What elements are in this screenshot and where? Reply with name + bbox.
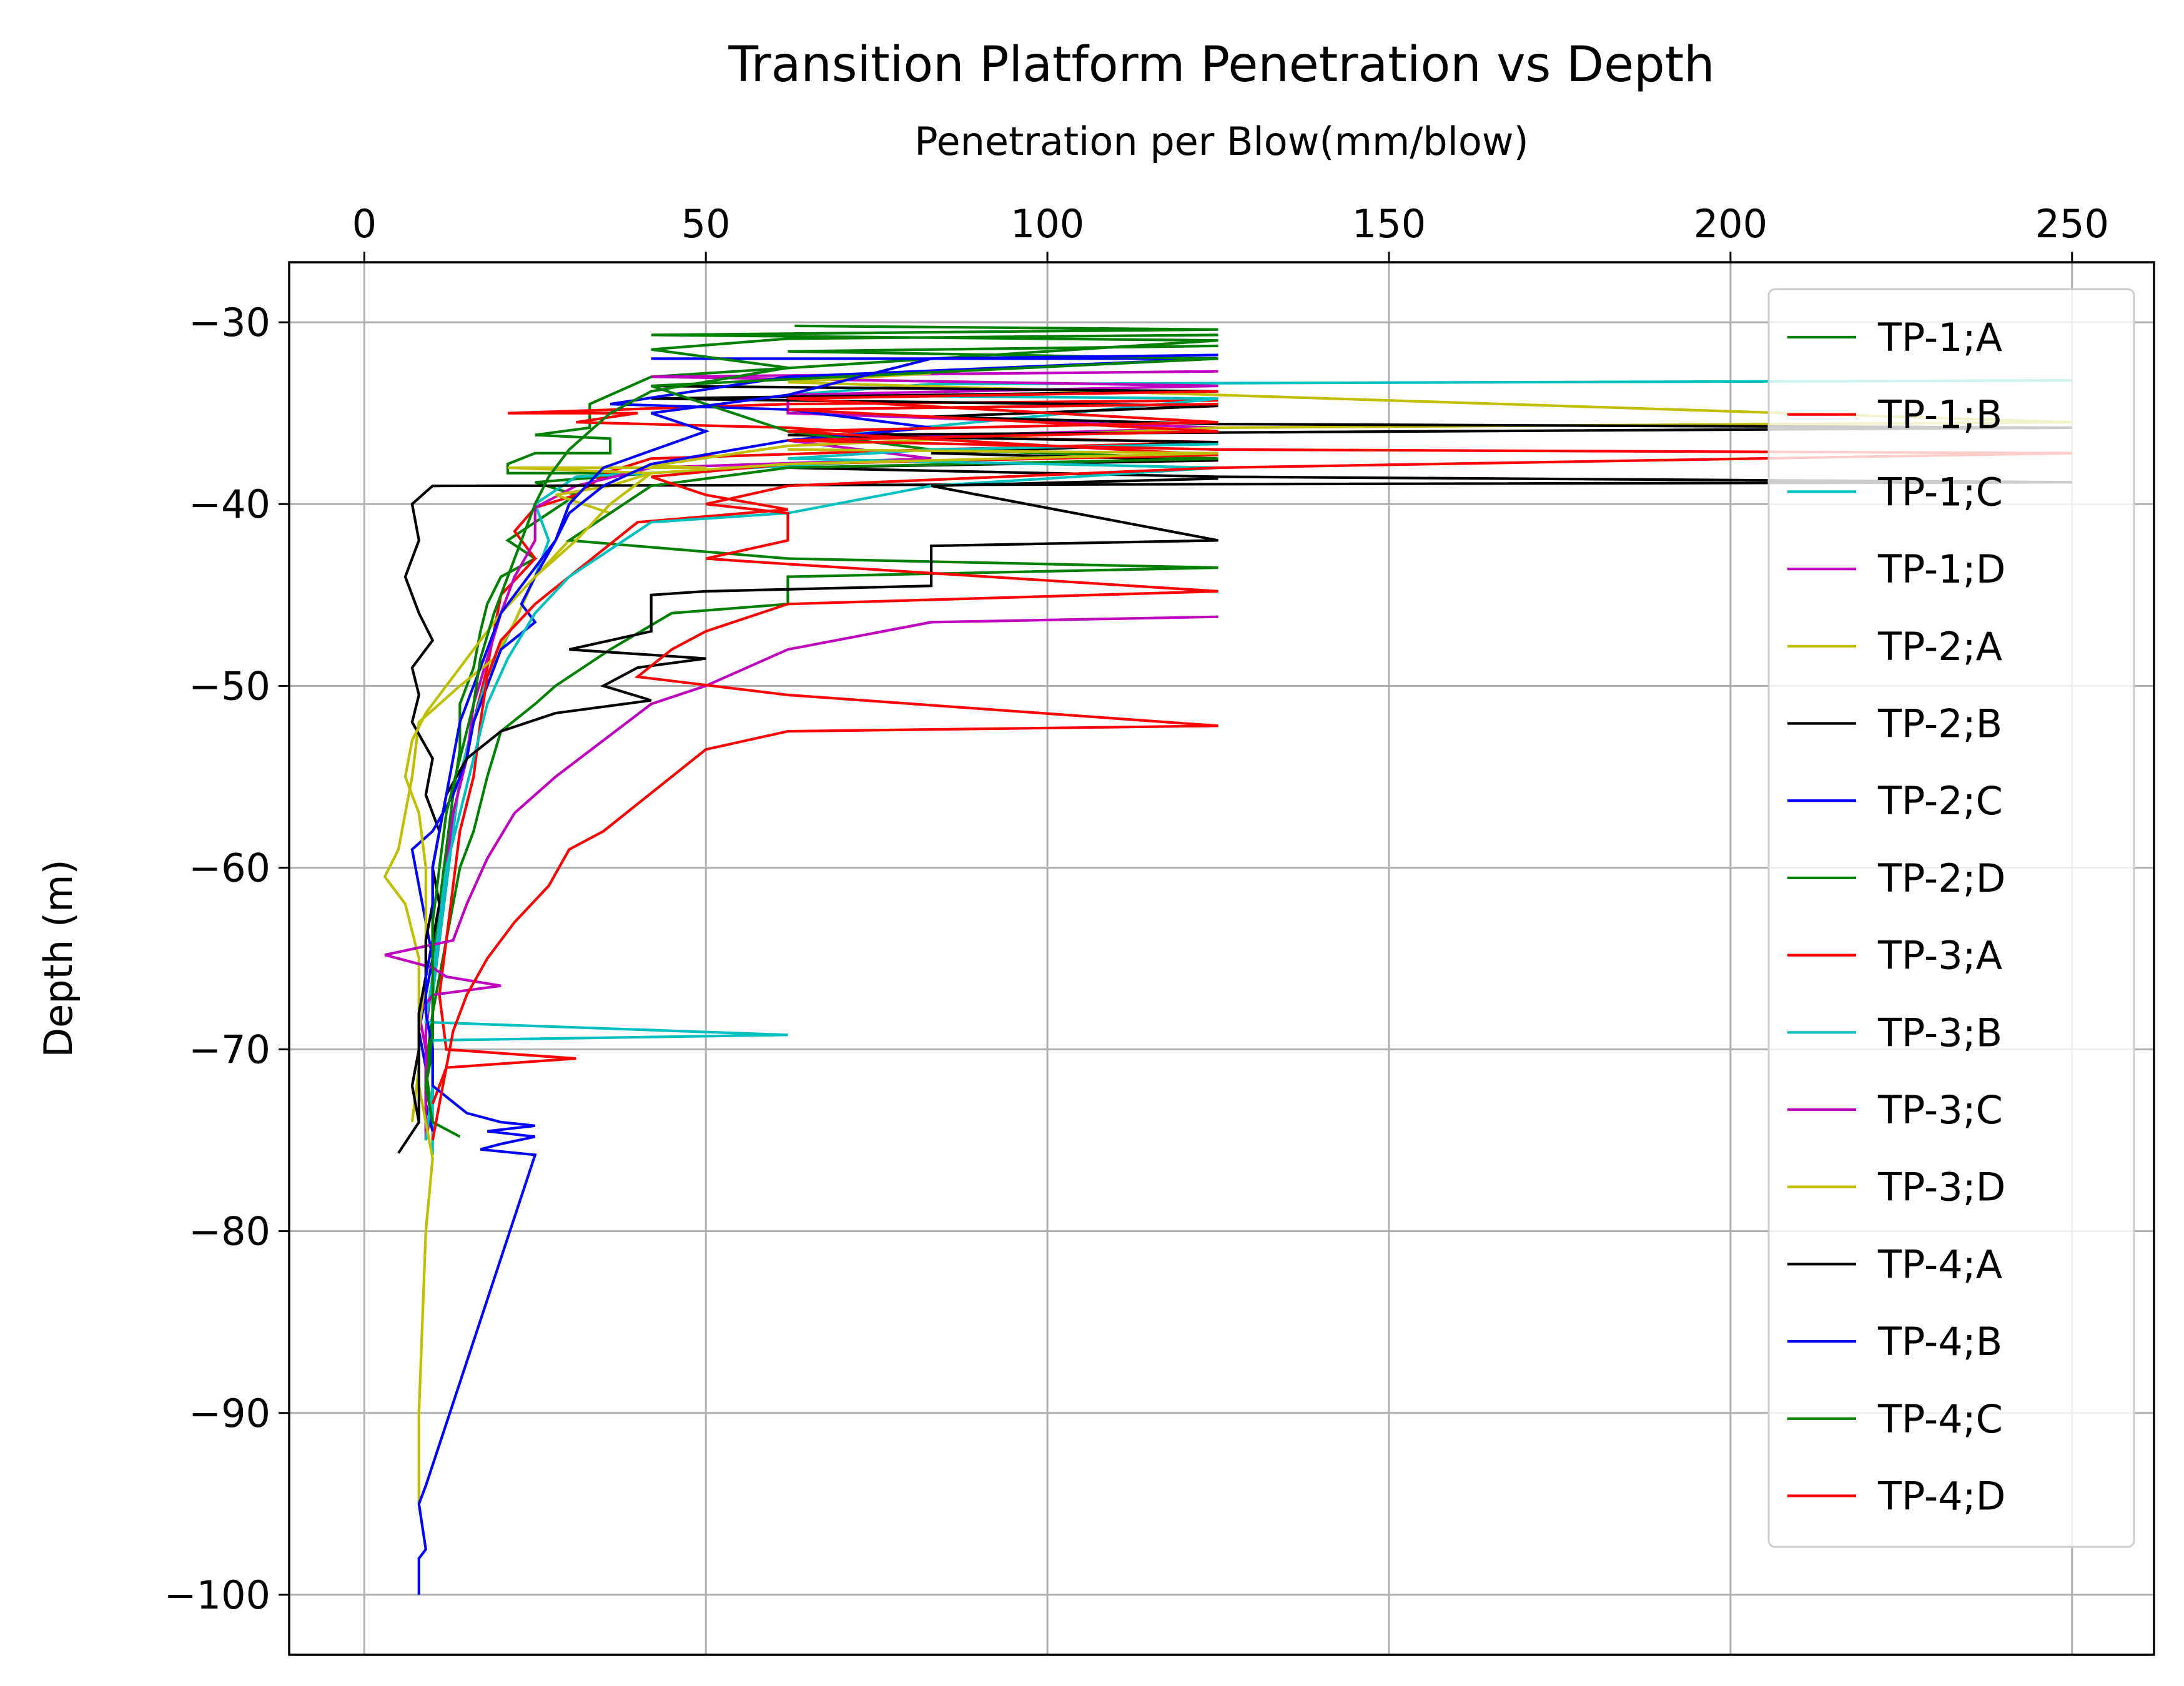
legend-entry: TP-4;B <box>1877 1319 2002 1364</box>
legend-entry: TP-2;D <box>1877 855 2005 901</box>
y-tick-label: −80 <box>189 1209 270 1255</box>
series-line-tp-4-d <box>431 403 2072 1141</box>
series-line-tp-1-a <box>424 324 1218 1123</box>
legend-box <box>1767 288 2135 1548</box>
x-axis-ticks: 0 50 100 150 200 250 <box>352 201 2109 262</box>
legend: TP-1;A TP-1;B TP-1;C TP-1;D TP-2;A TP-2;B TP-2… <box>1767 288 2135 1548</box>
legend-entry: TP-3;C <box>1877 1087 2003 1133</box>
legend-entry: TP-3;D <box>1877 1165 2005 1210</box>
legend-entry: TP-2;A <box>1877 624 2002 669</box>
x-axis-label: Penetration per Blow(mm/blow) <box>914 119 1528 164</box>
chart-title: Transition Platform Penetration vs Depth <box>728 37 1714 93</box>
x-tick-label: 50 <box>681 201 731 247</box>
series-line-tp-4-c <box>424 333 1218 1138</box>
y-tick-label: −100 <box>164 1572 270 1618</box>
legend-entry: TP-4;C <box>1877 1396 2003 1442</box>
series-group <box>383 324 2072 1595</box>
y-axis-label: Depth (m) <box>36 859 81 1057</box>
legend-entry: TP-2;C <box>1877 778 2003 824</box>
series-line-tp-3-d <box>403 448 1218 1504</box>
y-tick-label: −70 <box>189 1027 270 1073</box>
legend-entry: TP-1;C <box>1877 469 2003 515</box>
y-tick-label: −30 <box>189 300 270 345</box>
legend-entry: TP-1;B <box>1877 392 2002 438</box>
y-tick-label: −60 <box>189 845 270 890</box>
series-line-tp-2-c <box>410 357 1218 1132</box>
legend-entry: TP-2;B <box>1877 701 2002 747</box>
legend-entry: TP-1;D <box>1877 546 2005 592</box>
y-tick-label: −50 <box>189 663 270 709</box>
series-line-tp-3-b <box>424 443 1218 1141</box>
y-axis-ticks: −30 −40 −50 −60 −70 −80 −90 −100 <box>164 300 289 1618</box>
legend-entry: TP-3;A <box>1877 933 2002 979</box>
x-tick-label: 100 <box>1010 201 1084 247</box>
x-tick-label: 150 <box>1352 201 1426 247</box>
plot-frame <box>288 261 2155 1656</box>
y-tick-label: −90 <box>189 1391 270 1436</box>
legend-entry: TP-3;B <box>1877 1010 2002 1055</box>
x-tick-label: 250 <box>2035 201 2109 247</box>
x-tick-label: 200 <box>1694 201 1767 247</box>
legend-entry: TP-1;A <box>1877 315 2002 360</box>
legend-entry: TP-4;A <box>1877 1241 2002 1287</box>
x-tick-label: 0 <box>352 201 377 247</box>
legend-entry: TP-4;D <box>1877 1474 2005 1519</box>
y-tick-label: −40 <box>189 481 270 527</box>
